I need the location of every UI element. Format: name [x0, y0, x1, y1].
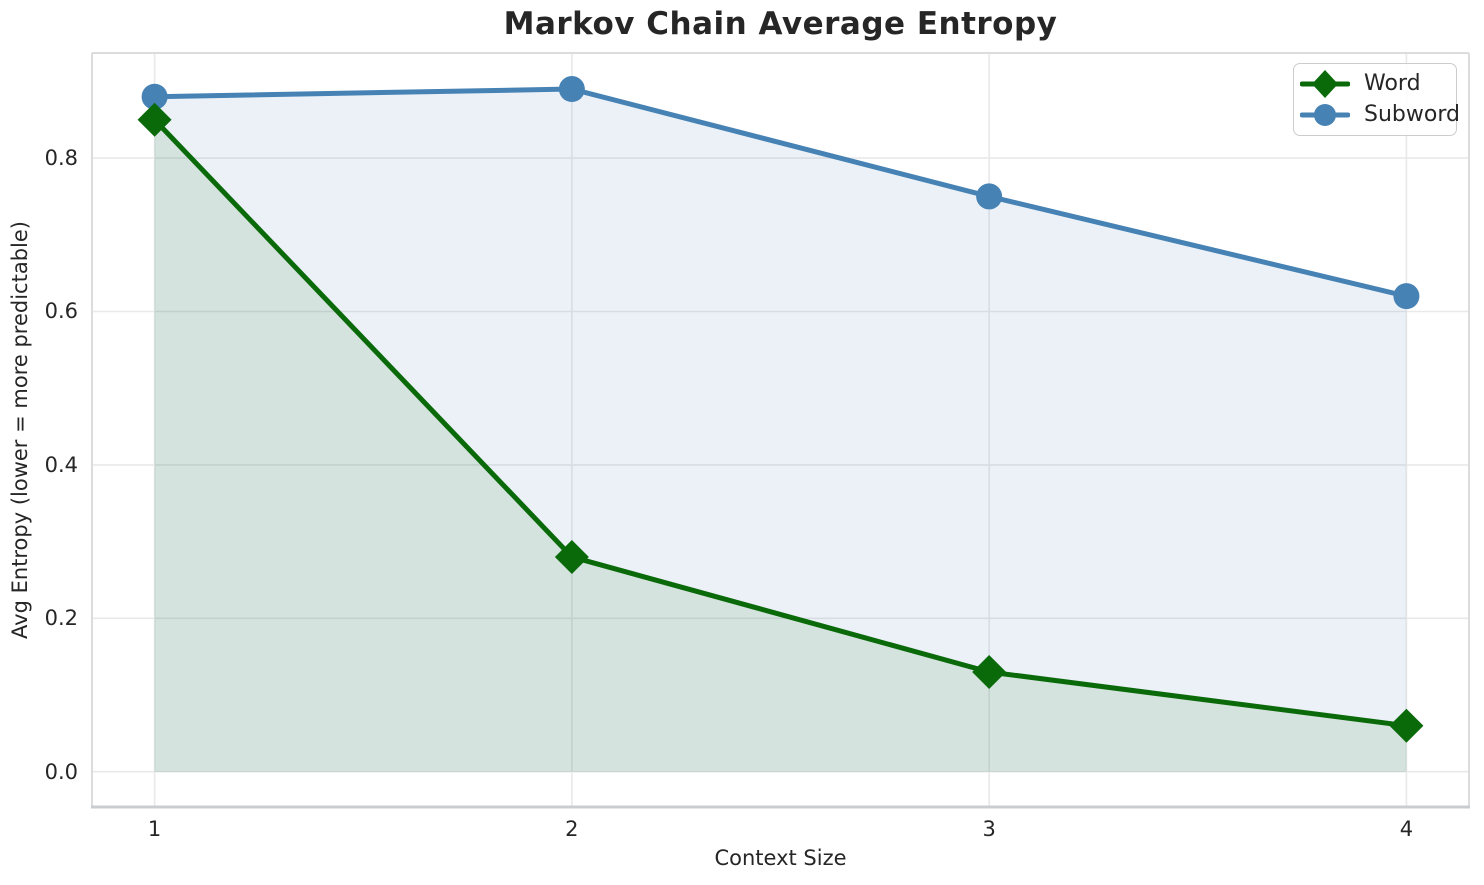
legend-item-word: Word [1300, 68, 1450, 99]
word-marker [1389, 708, 1424, 743]
legend-marker-word [1300, 69, 1350, 98]
subword-marker [558, 76, 585, 103]
word-marker [554, 539, 589, 574]
word-marker [972, 655, 1007, 690]
legend-item-subword: Subword [1300, 99, 1460, 130]
y-tick-label: 0.4 [44, 452, 78, 477]
y-tick-label: 0.2 [44, 606, 78, 631]
y-tick-label: 0.6 [44, 299, 78, 324]
legend-label: Word [1364, 71, 1421, 96]
legend: Word Subword [1293, 63, 1460, 136]
x-tick-label: 2 [565, 817, 579, 841]
legend-label: Subword [1364, 102, 1460, 127]
x-tick-label: 3 [982, 817, 996, 841]
y-axis-label: Avg Entropy (lower = more predictable) [8, 221, 32, 639]
x-axis-label: Context Size [714, 846, 847, 870]
word-marker [137, 102, 172, 137]
subword-marker [976, 183, 1003, 210]
y-tick-label: 0.8 [44, 146, 78, 171]
subword-marker [1393, 283, 1420, 310]
word-line [152, 117, 1409, 729]
x-tick-label: 1 [147, 817, 162, 841]
y-tick-label: 0.0 [44, 759, 78, 784]
x-tick-label: 4 [1399, 817, 1414, 841]
subword-area [154, 89, 1407, 772]
subword-marker [141, 83, 168, 110]
subword-line [152, 86, 1409, 299]
word-area [154, 119, 1407, 772]
chart-title: Markov Chain Average Entropy [503, 6, 1058, 42]
legend-marker-subword [1300, 103, 1350, 126]
